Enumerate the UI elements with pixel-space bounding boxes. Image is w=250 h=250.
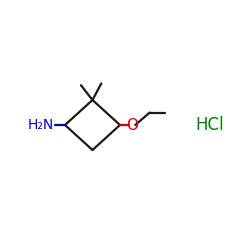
Text: O: O [126, 118, 138, 132]
Text: HCl: HCl [196, 116, 224, 134]
Text: H₂N: H₂N [28, 118, 54, 132]
